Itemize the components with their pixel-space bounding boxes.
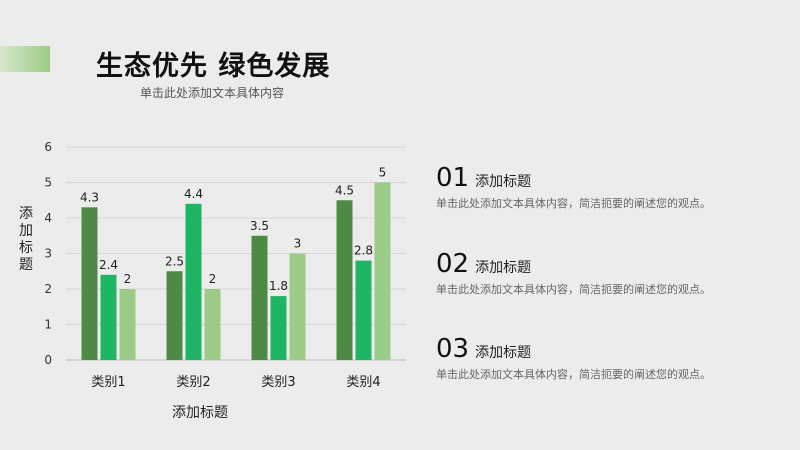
x-tick-label: 类别4 bbox=[346, 375, 380, 390]
y-tick-label: 3 bbox=[44, 247, 52, 261]
point-title: 添加标题 bbox=[475, 345, 532, 361]
bar bbox=[81, 207, 98, 360]
point-item-3: 03 添加标题 单击此处添加文本具体内容，简洁扼要的阐述您的观点。 bbox=[436, 334, 786, 382]
point-number: 03 bbox=[436, 334, 470, 364]
bar bbox=[270, 296, 287, 360]
page-title: 生态优先 绿色发展 bbox=[96, 51, 331, 82]
bar bbox=[185, 203, 202, 360]
y-tick-label: 4 bbox=[44, 211, 52, 225]
page-subtitle: 单击此处添加文本具体内容 bbox=[140, 86, 285, 100]
chart-data-labels: 4.3 2.4 2 2.5 4.4 2 3.5 1.8 3 4.5 2.8 5 bbox=[80, 166, 386, 294]
bar bbox=[251, 235, 268, 360]
y-tick-label: 2 bbox=[44, 282, 52, 296]
data-label: 2.4 bbox=[99, 258, 118, 272]
bar bbox=[336, 200, 353, 360]
y-tick-label: 6 bbox=[44, 140, 52, 154]
x-tick-label: 类别1 bbox=[91, 375, 125, 390]
point-title: 添加标题 bbox=[475, 174, 532, 190]
bar bbox=[374, 182, 391, 360]
bar bbox=[204, 289, 221, 360]
data-label: 3 bbox=[294, 237, 302, 251]
data-label: 2 bbox=[209, 272, 217, 286]
bar bbox=[119, 289, 136, 360]
point-item-2: 02 添加标题 单击此处添加文本具体内容，简洁扼要的阐述您的观点。 bbox=[436, 249, 786, 297]
bar bbox=[100, 274, 117, 360]
y-tick-label: 0 bbox=[44, 353, 52, 367]
point-description: 单击此处添加文本具体内容，简洁扼要的阐述您的观点。 bbox=[436, 197, 711, 210]
point-description: 单击此处添加文本具体内容，简洁扼要的阐述您的观点。 bbox=[436, 368, 711, 381]
data-label: 4.3 bbox=[80, 190, 99, 204]
bar bbox=[355, 260, 372, 360]
chart-bars bbox=[81, 182, 391, 360]
point-item-1: 01 添加标题 单击此处添加文本具体内容，简洁扼要的阐述您的观点。 bbox=[436, 163, 786, 211]
data-label: 2 bbox=[124, 272, 132, 286]
chart-x-axis-label: 添加标题 bbox=[172, 405, 228, 421]
data-label: 3.5 bbox=[250, 219, 269, 233]
data-label: 5 bbox=[379, 166, 387, 180]
data-label: 2.8 bbox=[354, 244, 373, 258]
data-label: 1.8 bbox=[269, 279, 288, 293]
point-description: 单击此处添加文本具体内容，简洁扼要的阐述您的观点。 bbox=[436, 283, 711, 296]
chart-y-axis-label: 添加标题 bbox=[19, 206, 33, 273]
y-tick-label: 1 bbox=[44, 318, 52, 332]
chart-tick-labels: 0 1 2 3 4 5 6 类别1 类别2 类别3 类别4 bbox=[44, 140, 380, 390]
data-label: 4.4 bbox=[184, 187, 203, 201]
data-label: 4.5 bbox=[335, 183, 354, 197]
point-number: 02 bbox=[436, 249, 470, 279]
bar bbox=[166, 271, 183, 360]
accent-bar bbox=[0, 46, 50, 72]
point-number: 01 bbox=[436, 163, 470, 193]
y-tick-label: 5 bbox=[44, 176, 52, 190]
point-title: 添加标题 bbox=[475, 260, 532, 276]
data-label: 2.5 bbox=[165, 254, 184, 268]
x-tick-label: 类别3 bbox=[261, 375, 295, 390]
bar bbox=[289, 253, 306, 360]
x-tick-label: 类别2 bbox=[176, 375, 210, 390]
